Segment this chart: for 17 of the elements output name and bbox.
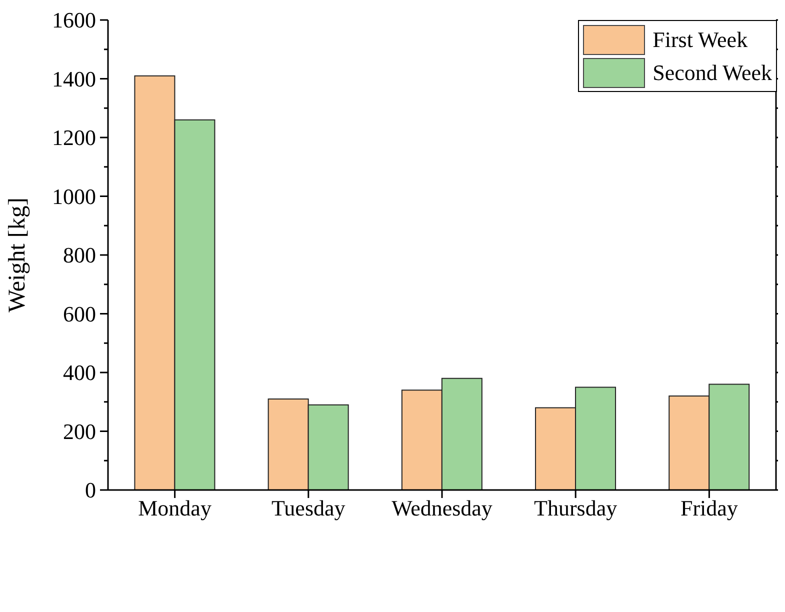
y-axis-title: Weight [kg] <box>4 198 31 312</box>
y-tick-label: 1200 <box>52 125 96 150</box>
legend-label: First Week <box>652 26 748 52</box>
y-tick-label: 200 <box>63 418 96 444</box>
y-tick-label: 0 <box>85 478 96 503</box>
y-tick-label: 600 <box>63 301 96 326</box>
x-tick-label: Thursday <box>534 496 618 521</box>
y-tick-label: 800 <box>63 242 96 268</box>
x-tick-label: Monday <box>138 496 212 521</box>
x-tick-label: Tuesday <box>272 496 346 521</box>
legend-label: Second Week <box>652 60 772 86</box>
y-tick-label: 1600 <box>52 8 96 33</box>
x-tick-label: Wednesday <box>392 496 492 521</box>
y-tick-label: 1000 <box>52 184 96 209</box>
y-tick-label: 400 <box>63 360 96 386</box>
y-tick-label: 1400 <box>52 66 96 92</box>
x-tick-label: Friday <box>680 496 738 521</box>
